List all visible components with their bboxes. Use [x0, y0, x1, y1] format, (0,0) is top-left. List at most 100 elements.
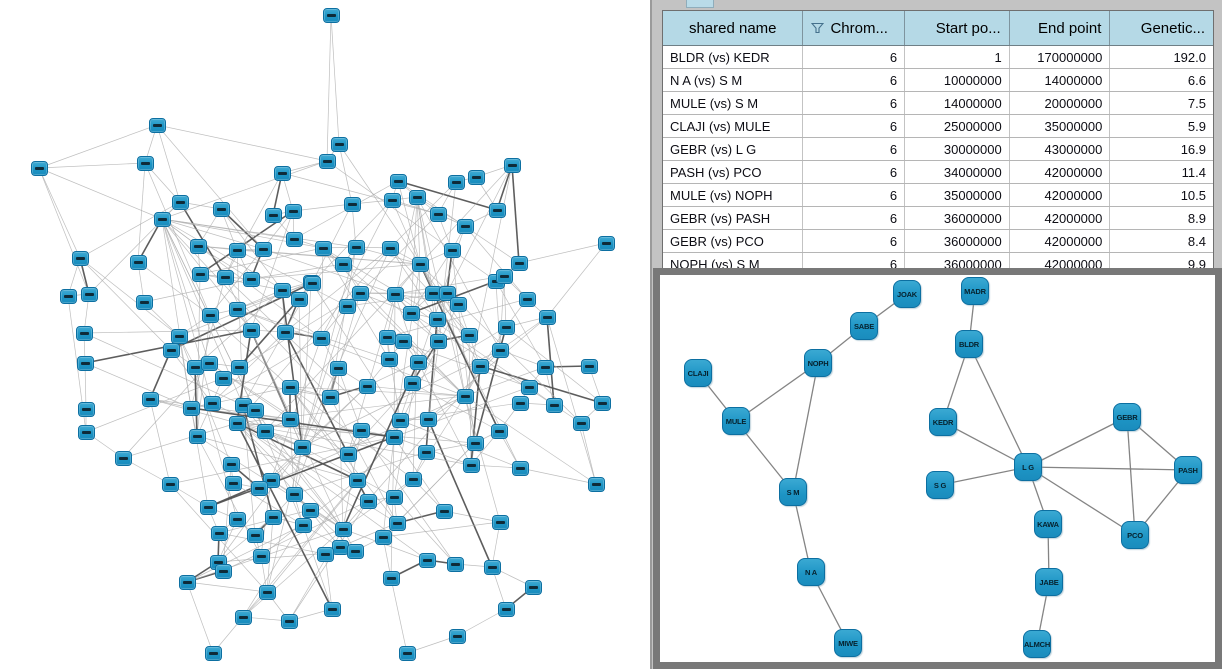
network-node[interactable]: [77, 401, 95, 417]
column-header-chrom-[interactable]: Chrom...: [803, 11, 906, 45]
table-row[interactable]: GEBR (vs) L G 6 30000000 43000000 16.9: [663, 138, 1213, 161]
network-node[interactable]: [228, 415, 246, 431]
network-node[interactable]: [503, 157, 521, 173]
network-node[interactable]: [403, 375, 421, 391]
subnetwork-node-madr[interactable]: MADR: [961, 277, 989, 305]
network-node[interactable]: [210, 525, 228, 541]
network-node[interactable]: [191, 266, 209, 282]
network-node[interactable]: [348, 472, 366, 488]
network-node[interactable]: [258, 584, 276, 600]
network-node[interactable]: [538, 309, 556, 325]
network-node[interactable]: [456, 388, 474, 404]
network-node[interactable]: [170, 328, 188, 344]
network-node[interactable]: [572, 415, 590, 431]
network-node[interactable]: [511, 460, 529, 476]
column-header-shared-name[interactable]: shared name: [663, 11, 804, 45]
network-node[interactable]: [30, 160, 48, 176]
network-node[interactable]: [388, 515, 406, 531]
network-node[interactable]: [162, 342, 180, 358]
network-node[interactable]: [391, 412, 409, 428]
network-node[interactable]: [285, 486, 303, 502]
table-row[interactable]: CLAJI (vs) MULE 6 25000000 35000000 5.9: [663, 115, 1213, 138]
network-node[interactable]: [402, 305, 420, 321]
network-node[interactable]: [497, 319, 515, 335]
network-node[interactable]: [199, 499, 217, 515]
subnetwork-node-joak[interactable]: JOAK: [893, 280, 921, 308]
network-node[interactable]: [303, 275, 321, 291]
network-node[interactable]: [280, 613, 298, 629]
subnetwork-node-miwe[interactable]: MIWE: [834, 629, 862, 657]
filter-funnel-icon[interactable]: [811, 22, 825, 34]
network-node[interactable]: [386, 286, 404, 302]
network-node[interactable]: [242, 271, 260, 287]
network-node[interactable]: [273, 165, 291, 181]
network-node[interactable]: [178, 574, 196, 590]
network-node[interactable]: [394, 333, 412, 349]
network-node[interactable]: [449, 296, 467, 312]
network-node[interactable]: [256, 423, 274, 439]
network-node[interactable]: [536, 359, 554, 375]
network-node[interactable]: [330, 136, 348, 152]
table-tab-fragment[interactable]: [686, 0, 714, 8]
network-node[interactable]: [490, 423, 508, 439]
network-node[interactable]: [417, 444, 435, 460]
network-node[interactable]: [374, 529, 392, 545]
network-node[interactable]: [285, 231, 303, 247]
network-node[interactable]: [347, 239, 365, 255]
network-node[interactable]: [334, 521, 352, 537]
network-node[interactable]: [250, 480, 268, 496]
network-node[interactable]: [443, 242, 461, 258]
subnetwork-node-bldr[interactable]: BLDR: [955, 330, 983, 358]
network-node[interactable]: [281, 411, 299, 427]
network-node[interactable]: [228, 242, 246, 258]
network-node[interactable]: [389, 173, 407, 189]
network-node[interactable]: [351, 285, 369, 301]
network-node[interactable]: [201, 307, 219, 323]
network-node[interactable]: [418, 552, 436, 568]
network-node[interactable]: [382, 570, 400, 586]
subnetwork-node-pco[interactable]: PCO: [1121, 521, 1149, 549]
table-row[interactable]: BLDR (vs) KEDR 6 1 170000000 192.0: [663, 46, 1213, 69]
network-node[interactable]: [488, 202, 506, 218]
network-node[interactable]: [428, 311, 446, 327]
network-node[interactable]: [188, 428, 206, 444]
network-node[interactable]: [331, 539, 349, 555]
network-node[interactable]: [339, 446, 357, 462]
network-node[interactable]: [290, 291, 308, 307]
network-node[interactable]: [323, 601, 341, 617]
network-node[interactable]: [467, 169, 485, 185]
network-node[interactable]: [204, 645, 222, 661]
network-node[interactable]: [312, 330, 330, 346]
network-node[interactable]: [141, 391, 159, 407]
network-node[interactable]: [460, 327, 478, 343]
column-header-end-point[interactable]: End point: [1010, 11, 1111, 45]
network-node[interactable]: [161, 476, 179, 492]
network-node[interactable]: [222, 456, 240, 472]
network-node[interactable]: [466, 435, 484, 451]
table-row[interactable]: PASH (vs) PCO 6 34000000 42000000 11.4: [663, 161, 1213, 184]
network-node[interactable]: [246, 527, 264, 543]
table-row[interactable]: MULE (vs) S M 6 14000000 20000000 7.5: [663, 92, 1213, 115]
network-node[interactable]: [447, 174, 465, 190]
network-node[interactable]: [153, 211, 171, 227]
subnetwork-node-gebr[interactable]: GEBR: [1113, 403, 1141, 431]
network-node[interactable]: [276, 324, 294, 340]
network-node[interactable]: [597, 235, 615, 251]
network-node[interactable]: [491, 514, 509, 530]
network-node[interactable]: [75, 325, 93, 341]
network-node[interactable]: [252, 548, 270, 564]
network-node[interactable]: [338, 298, 356, 314]
network-node[interactable]: [329, 360, 347, 376]
subnetwork-node-sabe[interactable]: SABE: [850, 312, 878, 340]
network-node[interactable]: [234, 609, 252, 625]
network-node[interactable]: [216, 269, 234, 285]
network-node[interactable]: [381, 240, 399, 256]
network-node[interactable]: [456, 218, 474, 234]
network-node[interactable]: [404, 471, 422, 487]
network-node[interactable]: [273, 282, 291, 298]
network-node[interactable]: [408, 189, 426, 205]
network-node[interactable]: [524, 579, 542, 595]
network-node[interactable]: [318, 153, 336, 169]
network-node[interactable]: [129, 254, 147, 270]
network-node[interactable]: [352, 422, 370, 438]
